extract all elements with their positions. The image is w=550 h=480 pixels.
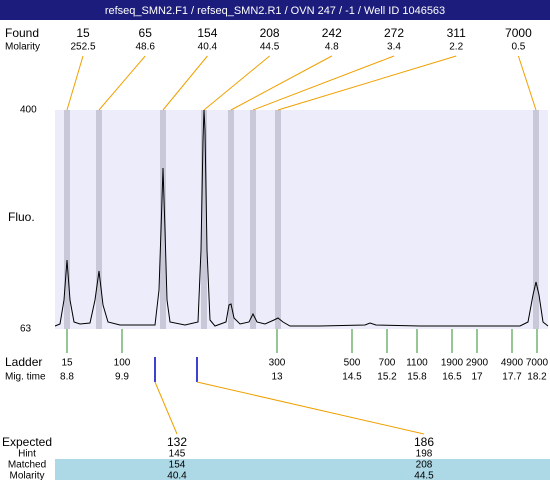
found-label: Found [5,26,39,40]
expected-value: 186 [414,435,434,449]
found-size: 7000 [505,26,532,40]
y-tick-label: 63 [20,324,32,335]
ladder-size: 4900 [501,358,524,369]
peak-band [64,110,70,329]
ladder-size: 15 [61,358,73,369]
ladder-size: 500 [344,358,361,369]
expected-connector [196,381,425,435]
expected-row-label: Molarity [9,471,44,480]
peak-band [201,110,207,329]
found-molarity: 44.5 [260,42,280,53]
found-molarity: 2.2 [449,42,463,53]
expected-value: 44.5 [414,471,434,480]
ladder-time: 17.7 [502,372,522,383]
expected-row-label: Matched [8,460,46,471]
found-molarity: 3.4 [387,42,401,53]
expected-row-label: Expected [2,435,52,449]
peak-band [275,110,281,329]
expected-value: 40.4 [167,471,187,480]
found-connector [277,55,457,111]
found-size: 311 [447,26,466,40]
expected-value: 132 [167,435,187,449]
found-size: 242 [322,26,342,40]
ladder-time: 14.5 [342,372,362,383]
ladder-size: 1100 [406,358,428,369]
ladder-time: 17 [471,372,483,383]
peak-band [160,110,166,329]
found-connector [252,55,395,111]
ladder-time: 8.8 [60,372,74,383]
found-connector [162,55,208,111]
found-size: 15 [76,26,90,40]
peak-band [533,110,539,329]
matched-highlight [55,459,550,480]
found-molarity: 252.5 [70,42,95,53]
found-size: 272 [384,26,404,40]
ladder-size: 300 [269,358,286,369]
molarity-label: Molarity [5,42,40,53]
found-size: 208 [260,26,280,40]
ladder-size: 7000 [526,358,549,369]
found-size: 154 [197,26,217,40]
found-molarity: 48.6 [135,42,155,53]
peak-band [96,110,102,329]
found-molarity: 4.8 [325,42,339,53]
expected-row-label: Hint [18,449,36,460]
ladder-time: 15.8 [407,372,427,383]
found-size: 65 [139,26,153,40]
peak-band [228,110,234,329]
y-tick-label: 400 [20,105,37,116]
expected-value: 198 [416,449,433,460]
ladder-size: 2900 [466,358,489,369]
plot-area [55,110,548,329]
ladder-size: 100 [114,358,131,369]
found-molarity: 0.5 [511,42,525,53]
ladder-time: 15.2 [377,372,397,383]
found-connector [230,55,333,111]
y-label: Fluo. [8,210,35,224]
ladder-time: 13 [271,372,283,383]
trace [54,109,549,327]
ladder-time: 9.9 [115,372,129,383]
found-connector [203,55,270,111]
expected-connector [154,381,178,435]
title-bar [0,0,550,20]
found-connector [66,55,84,111]
mig-time-label: Mig. time [5,372,46,383]
ladder-size: 1900 [441,358,464,369]
ladder-time: 18.2 [527,372,547,383]
found-molarity: 40.4 [198,42,218,53]
title: refseq_SMN2.F1 / refseq_SMN2.R1 / OVN 24… [105,5,445,17]
ladder-time: 16.5 [442,372,462,383]
found-connector [517,55,537,111]
expected-value: 154 [169,460,186,471]
found-connector [98,55,146,111]
peak-band [250,110,256,329]
expected-value: 208 [416,460,433,471]
ladder-size: 700 [379,358,396,369]
ladder-label: Ladder [5,355,42,369]
expected-value: 145 [169,449,186,460]
